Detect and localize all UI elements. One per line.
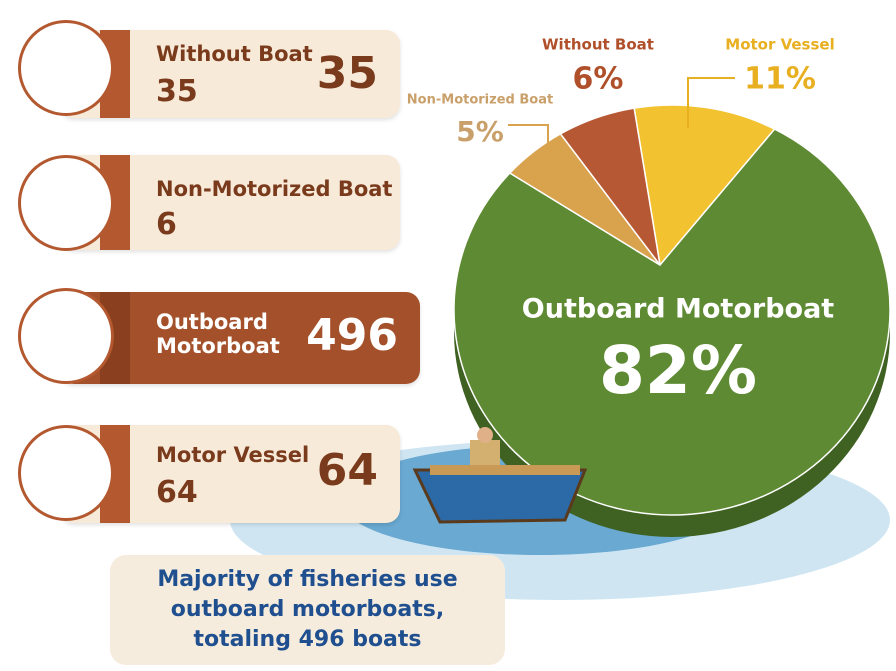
card-count: 35 <box>156 74 198 109</box>
card-label: Outboard Motorboat <box>156 310 286 358</box>
slice-value-label: 82% <box>599 332 757 409</box>
slice-label: Outboard Motorboat <box>522 294 835 325</box>
slice-value-label: 5% <box>456 115 504 148</box>
card-label: Motor Vessel <box>156 443 316 467</box>
card-count-big: 35 <box>317 48 378 99</box>
boat-icon <box>18 155 114 251</box>
slice-label: Motor Vessel <box>725 36 834 54</box>
card-label: Without Boat <box>156 42 316 66</box>
boat-icon <box>18 425 114 521</box>
card-count-big: 64 <box>317 445 378 496</box>
card-count-big: 496 <box>306 310 398 361</box>
card-count: 6 <box>156 207 177 242</box>
slice-value-label: 11% <box>744 62 816 97</box>
caption: Majority of fisheries use outboard motor… <box>110 555 505 665</box>
slice-label: Non-Motorized Boat <box>407 93 553 108</box>
boat-icon <box>18 20 114 116</box>
page: {"cards": [ {"label": "Without Boat", "c… <box>0 0 896 671</box>
card: Outboard Motorboat 496 <box>60 292 420 384</box>
card-label: Non-Motorized Boat <box>156 177 396 201</box>
slice-value-label: 6% <box>573 62 624 97</box>
slice-label: Without Boat <box>542 36 654 54</box>
card-count: 64 <box>156 475 198 510</box>
boat-icon <box>18 288 114 384</box>
